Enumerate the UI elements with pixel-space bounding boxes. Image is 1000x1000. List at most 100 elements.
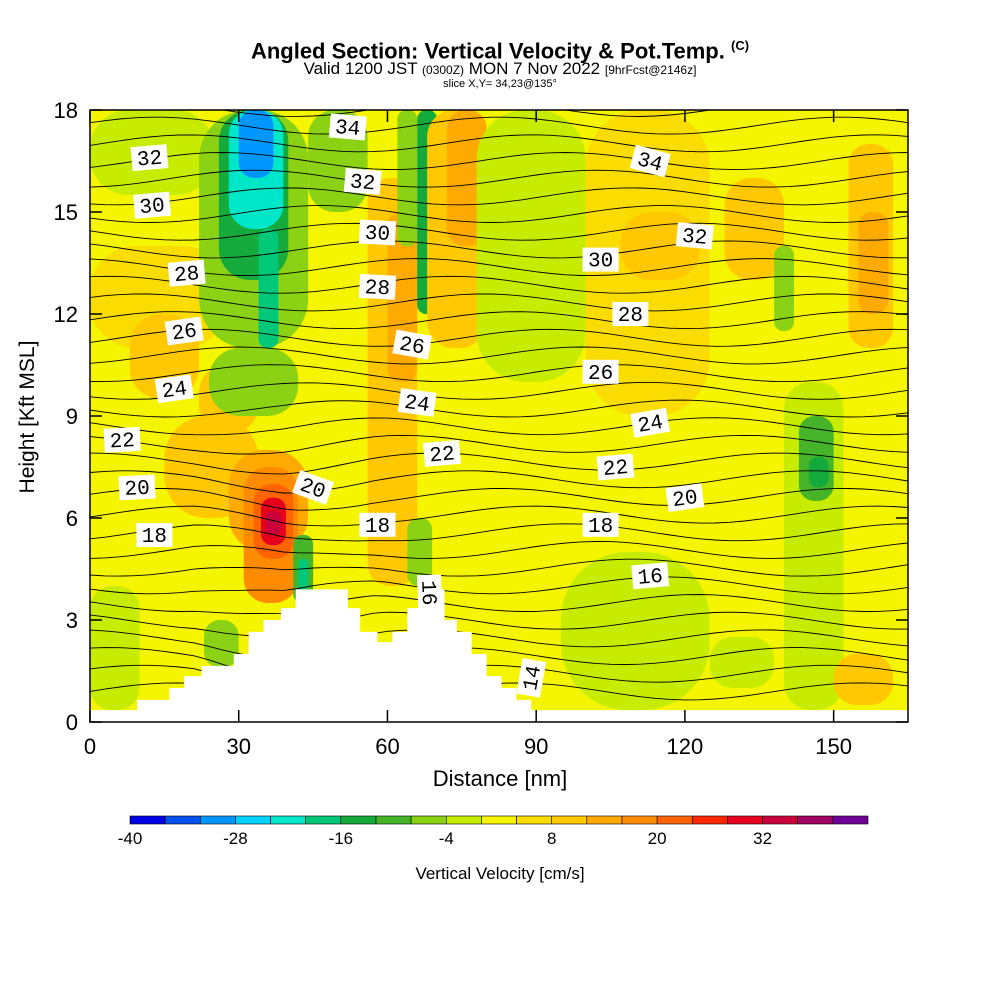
- contour-label: 18: [136, 523, 173, 549]
- contour-label: 26: [164, 316, 204, 347]
- contour-label-text: 24: [403, 392, 431, 418]
- contour-label-text: 26: [170, 320, 198, 346]
- contour-label-text: 30: [364, 223, 390, 247]
- isentrope-line: [90, 611, 908, 638]
- isentrope-line: [90, 417, 908, 436]
- isentrope-line: [90, 134, 908, 153]
- contour-label-text: 26: [397, 334, 426, 361]
- isentrope-line: [90, 293, 908, 312]
- chart-subtitle: Valid 1200 JST (0300Z) MON 7 Nov 2022 [9…: [0, 59, 1000, 78]
- velocity-cell: [397, 110, 418, 246]
- isentrope-line: [90, 311, 908, 330]
- colorbar-swatch: [621, 815, 658, 825]
- velocity-cell: [258, 229, 279, 348]
- contour-label: 32: [130, 144, 169, 173]
- contour-label-text: 24: [636, 412, 665, 439]
- contour-label: 24: [630, 407, 671, 439]
- contour-label-text: 32: [681, 226, 708, 251]
- colorbar-swatch: [164, 815, 201, 825]
- isentrope-line: [90, 240, 908, 259]
- isentrope-line: [90, 470, 908, 494]
- contour-label: 34: [629, 144, 671, 178]
- velocity-cell: [238, 110, 274, 178]
- contour-label-box: [629, 144, 671, 178]
- velocity-cell: [808, 456, 829, 488]
- forecast-info: [9hrFcst@2146z]: [604, 63, 697, 77]
- contour-label-text: 22: [429, 443, 456, 468]
- contour-label-box: [612, 302, 649, 326]
- velocity-cell: [560, 552, 710, 711]
- colorbar-swatch: [691, 815, 728, 825]
- isentrope-line: [90, 576, 908, 595]
- isentrope-line: [90, 399, 908, 418]
- colorbar-label: Vertical Velocity [cm/s]: [415, 864, 585, 883]
- contour-label-text: 20: [671, 487, 699, 513]
- y-tick-label: 18: [54, 98, 78, 123]
- x-tick-label: 90: [524, 734, 548, 759]
- contour-label: 18: [359, 512, 396, 539]
- contour-label: 22: [423, 439, 461, 468]
- velocity-cell: [208, 348, 299, 416]
- isentrope-line: [90, 434, 908, 455]
- valid-time: Valid 1200 JST: [303, 59, 418, 78]
- y-axis-label: Height [Kft MSL]: [16, 340, 39, 494]
- isentrope-line: [90, 258, 908, 276]
- contour-label-text: 14: [520, 664, 547, 693]
- colorbar-swatch: [832, 815, 869, 825]
- terrain-mask: [90, 589, 908, 722]
- contour-label-text: 22: [602, 457, 629, 482]
- colorbar-tick-label: 32: [753, 829, 772, 848]
- x-axis-label: Distance [nm]: [432, 766, 568, 791]
- colorbar-tick-label: -16: [329, 829, 354, 848]
- isentrope-line: [90, 452, 908, 475]
- x-axis-ticks: 0 30 60 90 120 150: [84, 110, 852, 759]
- contour-label-box: [665, 483, 705, 512]
- contour-label: 18: [582, 512, 619, 539]
- isentrope-line: [90, 541, 908, 559]
- colorbar-swatch: [410, 815, 447, 825]
- colorbar-swatch: [762, 815, 799, 825]
- colorbar-swatch: [270, 815, 307, 825]
- velocity-cell: [298, 558, 309, 590]
- contour-label-box: [675, 222, 714, 250]
- velocity-cell: [476, 110, 586, 382]
- isentrope-line: [90, 558, 908, 577]
- contour-label-text: 18: [142, 526, 167, 549]
- colorbar-swatch: [199, 815, 236, 825]
- contour-label: 24: [397, 388, 437, 418]
- slice-info: slice X,Y= 34,23@135°: [443, 78, 557, 90]
- contour-label: 26: [582, 359, 619, 386]
- contour-label-text: 28: [364, 277, 390, 301]
- contour-label-text: 32: [349, 171, 376, 196]
- contour-label-box: [631, 562, 670, 590]
- contour-label: 22: [596, 453, 635, 482]
- contour-label: 30: [582, 247, 619, 274]
- colorbar-tick-label: 20: [648, 829, 667, 848]
- isentrope-line: [90, 169, 908, 188]
- colorbar-swatch: [445, 815, 482, 825]
- contour-label: 20: [665, 483, 705, 513]
- x-tick-label: 0: [84, 734, 96, 759]
- utc-time: (0300Z): [422, 63, 465, 77]
- isentrope-line: [90, 205, 908, 223]
- potential-temperature-contours: [90, 110, 908, 714]
- contour-label: 16: [631, 562, 670, 591]
- colorbar-tick-label: -28: [223, 829, 248, 848]
- contour-label-text: 20: [124, 478, 150, 502]
- colorbar-swatch: [340, 815, 377, 825]
- contour-label: 14: [516, 657, 547, 698]
- contour-label: 28: [612, 302, 649, 328]
- contour-label-box: [167, 259, 206, 287]
- isentrope-line: [90, 346, 908, 365]
- colorbar: -40 -28 -16 -4 8 20 32: [118, 815, 869, 848]
- isentrope-line: [90, 187, 908, 206]
- contour-label-box: [130, 144, 169, 172]
- contour-label-text: 16: [637, 566, 664, 591]
- contour-label-box: [154, 374, 194, 404]
- velocity-cell: [858, 212, 889, 314]
- contour-label-box: [397, 388, 437, 417]
- colorbar-tick-label: -40: [118, 829, 143, 848]
- isentrope-line: [90, 647, 908, 681]
- contour-label-box: [630, 407, 671, 438]
- isentrope-line: [90, 364, 908, 383]
